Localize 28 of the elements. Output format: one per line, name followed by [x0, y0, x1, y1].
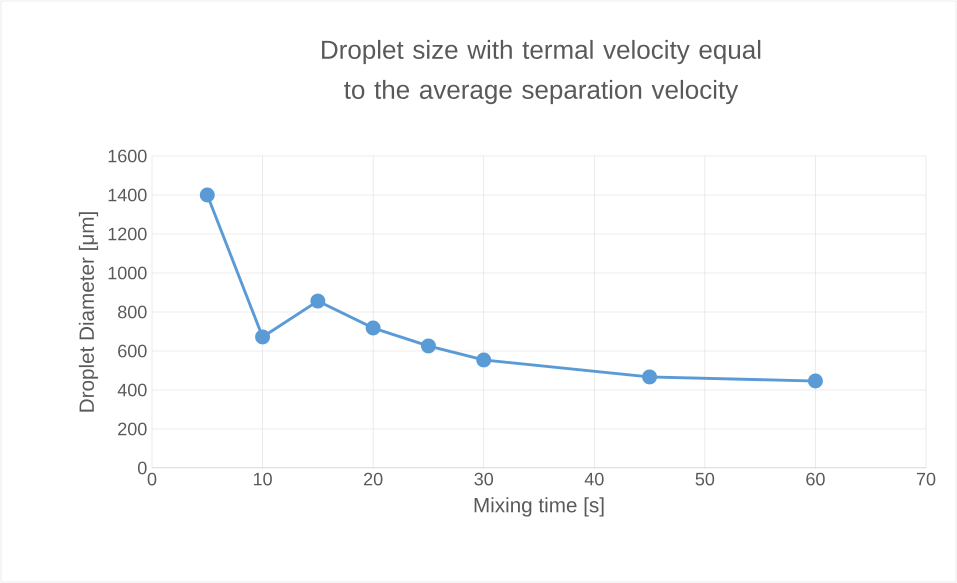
point	[476, 352, 492, 368]
x-tick-label: 0	[148, 472, 156, 486]
y-tick-label: 1200	[108, 228, 147, 240]
x-tick-label: 30	[474, 472, 494, 486]
x-tick-label: 70	[916, 472, 936, 486]
x-tick-label: 10	[254, 472, 272, 486]
y-tick-label: 0	[138, 462, 147, 474]
y-tick-label: 1600	[108, 150, 147, 162]
point	[420, 338, 436, 354]
chart-title: Droplet size with termal velocity equal to the average separation velocity	[322, 40, 760, 104]
y-tick-label: 1400	[108, 188, 147, 202]
point	[808, 374, 823, 388]
y-tick-label: 1000	[108, 266, 147, 280]
x-tick-label: 50	[696, 472, 714, 486]
y-tick-label: 400	[118, 384, 147, 396]
y-tick-label: 600	[118, 344, 147, 358]
x-tick-label: 60	[806, 472, 825, 486]
x-tick-label: 40	[584, 472, 604, 486]
point	[200, 188, 215, 202]
y-tick-label: 200	[118, 422, 147, 436]
point	[255, 329, 270, 344]
x-axis-title: Mixing time [s]	[474, 497, 604, 517]
point	[366, 320, 381, 336]
x-tick-label: 20	[364, 472, 382, 486]
y-tick-label: 800	[118, 306, 147, 318]
point	[310, 294, 326, 309]
point	[642, 369, 658, 384]
y-axis-title: Droplet Diameter [μm]	[78, 212, 98, 412]
